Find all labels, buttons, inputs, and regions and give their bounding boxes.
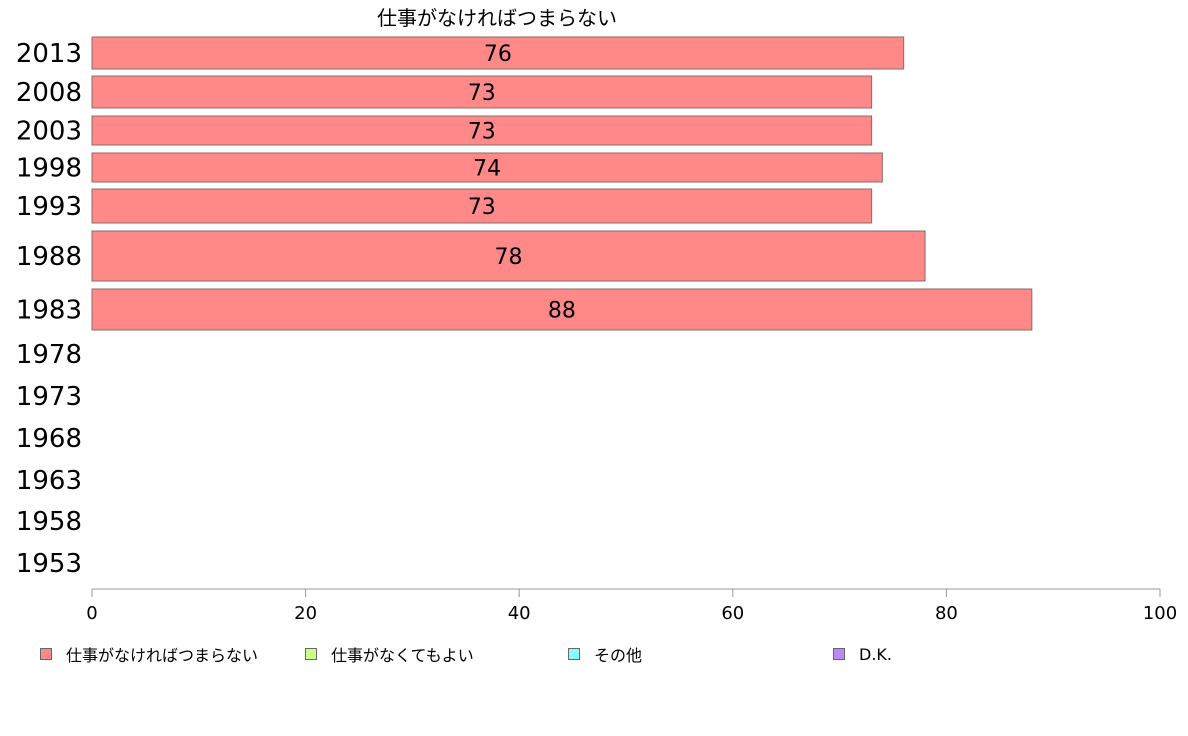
x-tick-label: 80: [935, 603, 958, 624]
legend-label: D.K.: [859, 644, 892, 664]
legend-label: 仕事がなくてもよい: [331, 646, 474, 665]
category-label: 2003: [16, 117, 82, 147]
bar-value-label: 73: [468, 120, 496, 145]
bar-value-label: 73: [468, 195, 496, 220]
legend-swatch: [305, 648, 317, 660]
legend-swatch: [40, 648, 52, 660]
bar-value-label: 74: [473, 157, 501, 182]
x-tick-label: 20: [294, 603, 317, 624]
category-label: 1988: [16, 242, 82, 272]
category-label: 1998: [16, 154, 82, 184]
bar: [91, 115, 873, 146]
bar: [91, 75, 873, 109]
category-label: 1953: [16, 549, 82, 579]
category-label: 2008: [16, 78, 82, 108]
legend: 仕事がなければつまらない 仕事がなくてもよい その他 D.K.: [0, 642, 1188, 666]
legend-item-4: D.K.: [833, 642, 892, 666]
bar-value-label: 76: [484, 42, 512, 67]
x-axis: 0 20 40 60 80 100: [86, 588, 1177, 624]
chart-title: 仕事がなければつまらない: [377, 6, 617, 30]
bar: [91, 230, 926, 282]
legend-swatch: [833, 648, 845, 660]
category-label: 1973: [16, 382, 82, 412]
legend-item-1: 仕事がなければつまらない: [40, 642, 258, 666]
category-label: 1963: [16, 466, 82, 496]
category-label: 2013: [16, 39, 82, 69]
bar-value-label: 73: [468, 81, 496, 106]
bar: [91, 36, 905, 70]
x-tick-label: 100: [1143, 603, 1177, 624]
bar-value-label: 78: [495, 245, 523, 270]
x-tick-label: 60: [721, 603, 744, 624]
category-label: 1978: [16, 340, 82, 370]
legend-swatch: [568, 648, 580, 660]
category-label: 1993: [16, 192, 82, 222]
category-label: 1968: [16, 424, 82, 454]
legend-label: 仕事がなければつまらない: [66, 646, 259, 665]
bar: [91, 188, 873, 224]
legend-label: その他: [594, 646, 643, 665]
bar-value-label: 88: [548, 299, 576, 324]
legend-item-3: その他: [568, 642, 642, 666]
bar: [91, 152, 883, 183]
legend-item-2: 仕事がなくてもよい: [305, 642, 474, 666]
category-label: 1983: [16, 296, 82, 326]
bar: [91, 288, 1033, 331]
category-label: 1958: [16, 507, 82, 537]
x-tick-label: 40: [508, 603, 531, 624]
x-tick-label: 0: [86, 603, 97, 624]
bars-group: 76 73 73 74 73 78 88: [91, 36, 1033, 331]
category-labels: 2013 2008 2003 1998 1993 1988 1983 1978 1973 1968…: [16, 39, 82, 579]
